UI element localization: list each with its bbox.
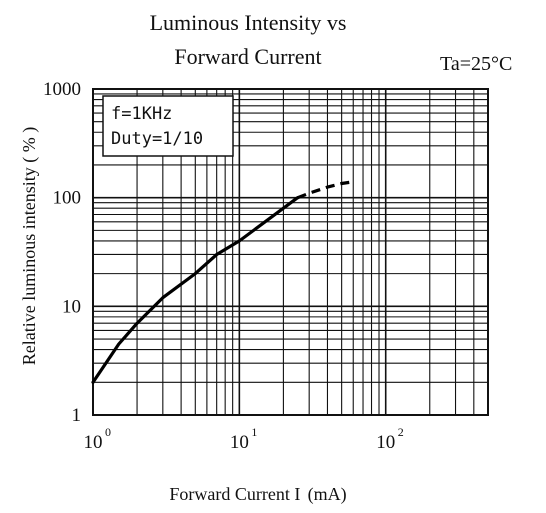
curve-solid — [91, 196, 300, 384]
y-tick-label: 1000 — [43, 79, 81, 100]
chart-title-line-2: Forward Current — [174, 44, 321, 69]
y-tick-label: 10 — [62, 296, 81, 317]
y-axis-label: Relative luminous intensity ( % ) — [19, 127, 40, 365]
condition-label: Ta=25°C — [440, 53, 512, 75]
plot-frame — [92, 88, 489, 416]
annotation-box — [102, 95, 234, 157]
x-axis-label: Forward Current I (mA) — [169, 484, 346, 505]
x-tick-label: 10 — [84, 432, 103, 453]
annotation-line: Duty=1/10 — [111, 129, 203, 149]
x-tick-label: 10 — [376, 432, 395, 453]
y-tick-label: 1 — [72, 405, 82, 426]
x-tick-exponent: 1 — [251, 425, 257, 439]
annotation-line: f=1KHz — [111, 104, 172, 124]
curve-dashed — [297, 180, 354, 200]
x-tick-exponent: 2 — [398, 425, 404, 439]
x-tick-label: 10 — [230, 432, 249, 453]
y-tick-label: 100 — [53, 188, 82, 209]
x-tick-exponent: 0 — [105, 425, 111, 439]
chart-title-line-1: Luminous Intensity vs — [150, 10, 347, 35]
